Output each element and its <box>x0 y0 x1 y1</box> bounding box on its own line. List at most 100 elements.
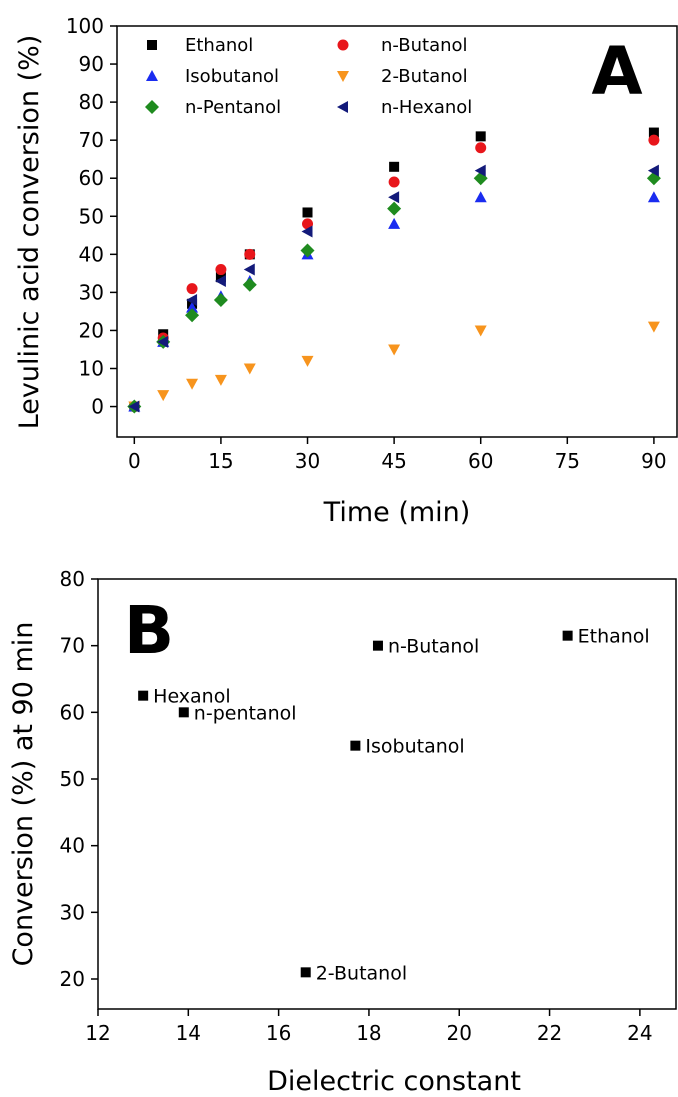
panel-b-point-label: Ethanol <box>578 626 650 648</box>
panel-a-label: A <box>591 33 642 110</box>
panel-b-y-tick-label: 60 <box>60 700 85 724</box>
panel-a-y-tick-label: 20 <box>79 318 104 342</box>
panel-a-point-2-butanol <box>186 378 199 390</box>
panel-b-y-tick-label: 80 <box>60 567 85 591</box>
panel-a-x-tick-label: 45 <box>381 449 406 473</box>
panel-a-point-n-pentanol <box>185 308 200 323</box>
panel-a-point-isobutanol <box>474 191 487 203</box>
panel-a-point-2-butanol <box>647 321 660 333</box>
panel-b-point <box>138 690 149 701</box>
panel-b-y-tick-label: 30 <box>60 900 85 924</box>
panel-a-point-n-hexanol <box>157 335 169 348</box>
panel-a-y-tick-label: 60 <box>79 166 104 190</box>
panel-a-point-n-hexanol <box>301 225 313 238</box>
panel-b-point-label: n-pentanol <box>194 702 297 724</box>
panel-a-point-ethanol <box>648 127 659 138</box>
panel-a-point-n-hexanol <box>186 294 198 306</box>
panel-a-point-n-butanol <box>648 134 660 146</box>
panel-a-y-tick-label: 50 <box>79 204 104 228</box>
panel-b-x-axis-title: Dielectric constant <box>267 1066 521 1097</box>
panel-a-y-tick-label: 0 <box>91 395 104 419</box>
panel-b-y-tick-label: 20 <box>60 967 85 991</box>
panel-a-point-n-hexanol <box>647 164 659 177</box>
panel-a-ticks: 0 15 30 45 60 75 90 0 10 20 30 40 50 60 70 80 90 100 <box>66 14 667 473</box>
panel-b-y-axis-title: Conversion (%) at 90 min <box>8 622 39 967</box>
panel-a-data-points <box>127 127 661 414</box>
panel-a-point-n-hexanol <box>128 400 140 413</box>
panel-a-y-tick-label: 10 <box>79 357 104 381</box>
panel-a-point-2-butanol <box>474 325 487 337</box>
panel-a-point-2-butanol <box>388 344 401 356</box>
panel-a-point-ethanol <box>215 272 226 283</box>
panel-a-point-ethanol <box>302 207 313 218</box>
panel-a-legend-label: Ethanol <box>185 35 253 56</box>
panel-a-point-n-butanol <box>388 176 400 188</box>
panel-b-x-tick-label: 12 <box>85 1021 110 1045</box>
panel-a-legend-label: n-Butanol <box>381 35 468 56</box>
panel-a-point-n-pentanol <box>242 277 257 292</box>
panel-a-point-isobutanol <box>647 191 660 203</box>
panel-b-y-tick-label: 40 <box>60 834 85 858</box>
panel-b-x-tick-label: 18 <box>356 1021 381 1045</box>
panel-b-point-label: n-Butanol <box>388 636 479 658</box>
panel-a-point-n-butanol <box>186 283 198 295</box>
panel-b-point <box>372 640 383 651</box>
panel-b-point <box>300 967 311 978</box>
panel-a-x-axis-title: Time (min) <box>323 497 471 528</box>
panel-b-plot-frame <box>97 578 677 1010</box>
panel-b-x-tick-label: 20 <box>447 1021 472 1045</box>
panel-a-x-tick-label: 90 <box>641 449 666 473</box>
panel-b-point-label: 2-Butanol <box>316 962 407 984</box>
panel-b-x-tick-label: 14 <box>176 1021 201 1045</box>
panel-b-point <box>562 630 573 641</box>
panel-a-legend-marker <box>337 39 349 51</box>
panel-a-y-tick-label: 90 <box>79 52 104 76</box>
panel-a-legend-label: n-Hexanol <box>381 97 472 118</box>
panel-a-point-n-hexanol <box>474 164 486 177</box>
panel-a-legend-marker <box>337 101 348 113</box>
panel-a-legend-label: 2-Butanol <box>381 66 468 87</box>
panel-a-legend-marker <box>145 100 159 114</box>
panel-b-point-label: Hexanol <box>153 686 230 708</box>
panel-a-point-n-butanol <box>475 142 487 154</box>
panel-a-point-isobutanol <box>388 217 401 229</box>
panel-b-x-tick-label: 22 <box>537 1021 562 1045</box>
panel-a-conversion-vs-time: 0 15 30 45 60 75 90 0 10 20 30 40 50 60 70 80 90 100 Etha… <box>14 14 678 528</box>
panel-a-point-n-butanol <box>244 248 256 260</box>
panel-b-conversion-vs-dielectric: 12 14 16 18 20 22 24 20 30 40 50 60 70 80 Ethanol n-Bu… <box>8 567 677 1097</box>
panel-a-y-tick-label: 30 <box>79 280 104 304</box>
panel-a-point-n-hexanol <box>214 274 226 287</box>
panel-b-x-tick-label: 24 <box>627 1021 652 1045</box>
panel-a-legend-marker <box>337 71 349 82</box>
panel-a-y-tick-label: 40 <box>79 242 104 266</box>
panel-b-ticks: 12 14 16 18 20 22 24 20 30 40 50 60 70 80 <box>60 567 653 1045</box>
panel-a-point-ethanol <box>389 161 400 172</box>
panel-a-x-tick-label: 60 <box>468 449 493 473</box>
panel-a-y-tick-label: 80 <box>79 90 104 114</box>
panel-a-y-axis-title: Levulinic acid conversion (%) <box>14 35 45 430</box>
panel-b-point-label: Isobutanol <box>365 736 464 758</box>
panel-a-point-n-hexanol <box>388 191 400 204</box>
panel-b-label: B <box>124 592 174 669</box>
panel-a-x-tick-label: 30 <box>295 449 320 473</box>
panel-a-point-2-butanol <box>157 390 170 402</box>
panel-a-point-n-pentanol <box>213 293 228 307</box>
panel-a-legend-marker <box>146 70 158 81</box>
panel-a-y-tick-label: 70 <box>79 128 104 152</box>
panel-a-legend-marker <box>147 40 157 50</box>
panel-a-point-ethanol <box>475 131 486 142</box>
panel-a-legend-label: n-Pentanol <box>185 97 281 118</box>
panel-a-plot-frame <box>116 25 678 438</box>
panel-a-point-2-butanol <box>243 363 256 375</box>
panel-a-point-2-butanol <box>214 374 227 386</box>
panel-a-legend: Ethanol n-Butanol Isobutanol 2-Butanol n-Pen… <box>145 35 472 118</box>
panel-a-point-n-hexanol <box>243 263 255 276</box>
panel-b-point <box>350 740 361 751</box>
panel-a-x-tick-label: 0 <box>128 449 141 473</box>
panel-a-y-tick-label: 100 <box>66 14 104 38</box>
panel-b-x-tick-label: 16 <box>266 1021 291 1045</box>
panel-a-x-tick-label: 75 <box>555 449 580 473</box>
panel-b-data-points: Ethanol n-Butanol Isobutanol Hexanoln-penta… <box>138 626 650 984</box>
panel-a-x-tick-label: 15 <box>208 449 233 473</box>
